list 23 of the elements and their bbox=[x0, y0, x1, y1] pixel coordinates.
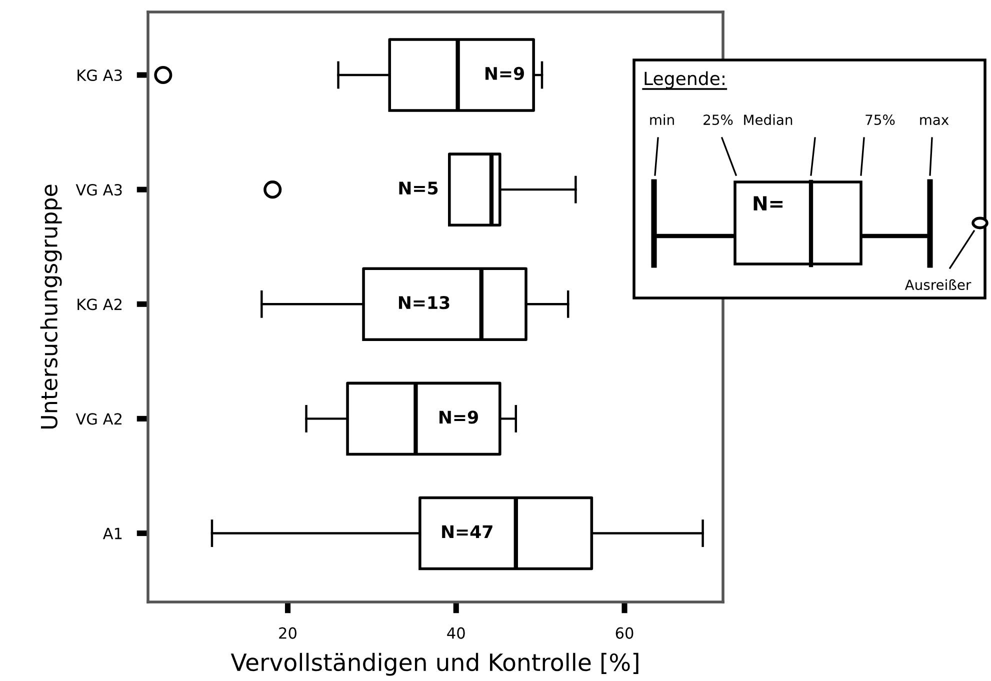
x-tick-label: 40 bbox=[447, 627, 465, 639]
text: Median bbox=[744, 114, 792, 126]
y-axis-title: Untersuchungsgruppe bbox=[40, 184, 62, 429]
annotation: min bbox=[650, 114, 674, 125]
y-tick-label: KG A2 bbox=[78, 298, 122, 310]
annotation: N=47 bbox=[442, 525, 492, 538]
y-tick-label: VG A2 bbox=[76, 413, 122, 425]
x-axis-title: Vervollständigen und Kontrolle [%] bbox=[230, 652, 638, 676]
y-tick-label: A1 bbox=[102, 528, 122, 540]
y-tick-label: KG A3 bbox=[78, 69, 122, 82]
annotation: N=5 bbox=[399, 182, 438, 195]
annotation: Legende: bbox=[644, 71, 724, 89]
text: 75% bbox=[866, 114, 895, 126]
annotation: 25% bbox=[704, 114, 733, 126]
y-tick-label: VG A3 bbox=[76, 184, 122, 196]
text: N= bbox=[754, 196, 783, 210]
annotation: N=13 bbox=[398, 296, 450, 310]
x-tick-label: 20 bbox=[279, 627, 296, 639]
text: Ausreißer bbox=[904, 279, 972, 290]
x-tick-label: 60 bbox=[616, 627, 634, 639]
annotation: N=9 bbox=[440, 410, 478, 424]
text: max bbox=[920, 117, 949, 126]
annotation: N=9 bbox=[486, 66, 524, 80]
